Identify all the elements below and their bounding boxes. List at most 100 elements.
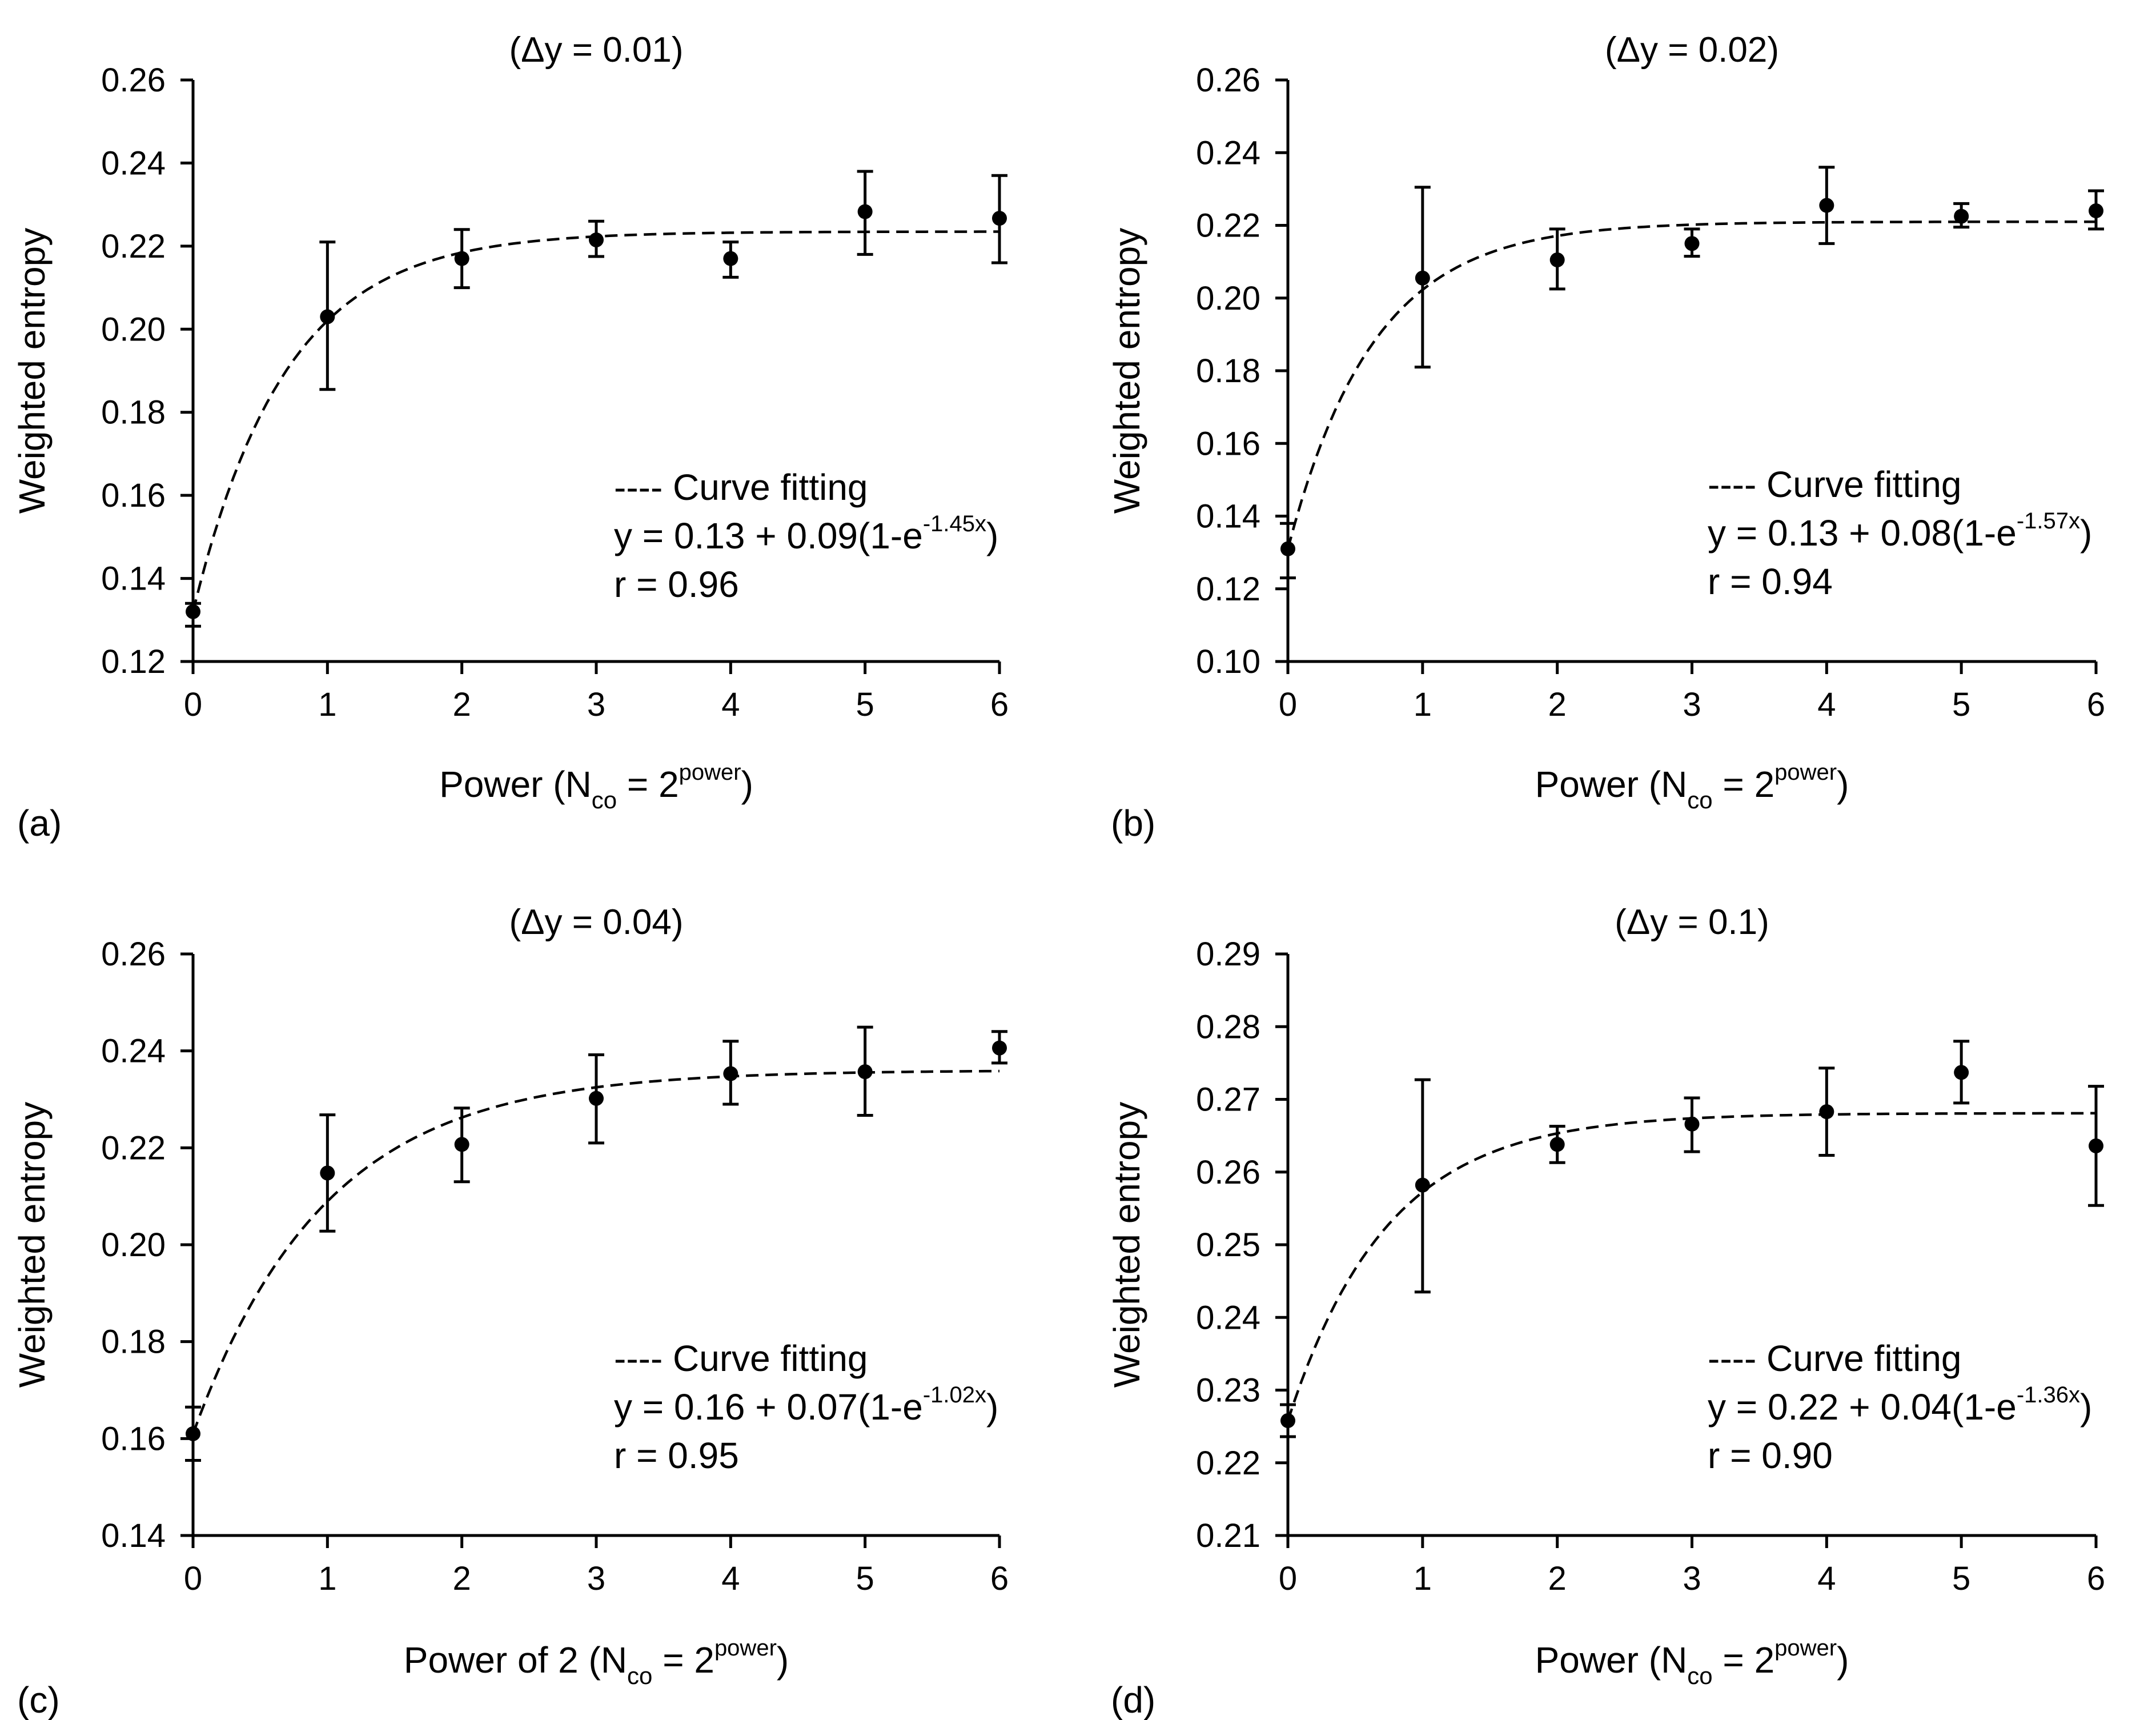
chart-panel-c: 0.14 0.16 0.18 0.20 0.22 0.24 0.26 0 1 2 3 4 5 6 (Δy =… [11, 903, 1009, 1720]
data-point [1415, 270, 1430, 286]
data-point [320, 309, 335, 324]
y-tick-label: 0.24 [101, 145, 166, 182]
x-axis-label: Power of 2 (Nco = 2power) [404, 1635, 789, 1689]
x-axis-label-subscript: co [627, 1662, 652, 1689]
panel-label: (d) [1111, 1679, 1155, 1720]
panel-label: (c) [17, 1679, 60, 1720]
y-axis-label: Weighted entropy [1106, 1102, 1147, 1388]
y-tick-label: 0.20 [101, 311, 166, 348]
x-tick-label: 0 [1279, 686, 1297, 723]
data-point [992, 1040, 1007, 1056]
x-axis-label-main: Power of 2 (N [404, 1639, 627, 1681]
data-point [1819, 1104, 1834, 1120]
legend-curve-fitting: ---- Curve fitting [1708, 464, 1962, 505]
x-axis-label-main: Power (N [439, 764, 592, 805]
y-tick-label: 0.12 [101, 643, 166, 680]
x-axis-label-superscript: power [1774, 1635, 1837, 1661]
data-point [186, 1426, 200, 1441]
x-axis-label-mid: = 2 [617, 764, 679, 805]
x-axis-label: Power (Nco = 2power) [1535, 1635, 1849, 1689]
y-tick-label: 0.10 [1196, 643, 1260, 680]
y-tick-label: 0.24 [101, 1033, 166, 1070]
x-tick-label: 2 [1548, 1560, 1567, 1597]
x-tick-label: 3 [1683, 686, 1701, 723]
chart-title: (Δy = 0.1) [1615, 903, 1769, 942]
data-point [1280, 541, 1295, 556]
y-tick-label: 0.16 [1196, 425, 1260, 462]
y-tick-label: 0.24 [1196, 1299, 1260, 1336]
y-tick-label: 0.21 [1196, 1517, 1260, 1554]
y-axis-label: Weighted entropy [11, 228, 53, 514]
y-tick-label: 0.20 [101, 1226, 166, 1264]
legend-curve-fitting: ---- Curve fitting [1708, 1338, 1962, 1379]
data-point [1684, 236, 1700, 251]
fit-equation: y = 0.13 + 0.08(1-e-1.57x) [1708, 508, 2092, 554]
x-tick-label: 0 [184, 1560, 202, 1597]
y-tick-label: 0.26 [1196, 1154, 1260, 1191]
fit-equation-exponent: -1.57x [2017, 508, 2080, 534]
fit-curve [1286, 1112, 2096, 1421]
fit-equation-exponent: -1.36x [2017, 1382, 2080, 1408]
x-axis-label-subscript: co [592, 787, 617, 813]
data-point [1549, 1137, 1565, 1152]
fit-equation: y = 0.13 + 0.09(1-e-1.45x) [614, 511, 998, 556]
fit-curve [1286, 220, 2096, 550]
y-tick-label: 0.22 [101, 1129, 166, 1166]
x-tick-label: 0 [184, 686, 202, 723]
y-axis-label: Weighted entropy [11, 1102, 53, 1388]
x-tick-label: 0 [1279, 1560, 1297, 1597]
y-tick-label: 0.27 [1196, 1081, 1260, 1118]
data-point [1954, 1065, 1969, 1080]
x-axis-label-mid: = 2 [652, 1639, 714, 1681]
x-tick-label: 2 [453, 686, 471, 723]
fit-equation-close: ) [986, 515, 998, 556]
x-axis-label: Power (Nco = 2power) [439, 760, 753, 813]
y-axis-label: Weighted entropy [1106, 228, 1147, 514]
chart-title: (Δy = 0.02) [1605, 30, 1779, 70]
panel-label: (a) [17, 803, 62, 844]
x-axis-label-superscript: power [679, 760, 741, 785]
x-tick-label: 4 [721, 686, 740, 723]
x-tick-label: 5 [1952, 1560, 1970, 1597]
y-tick-label: 0.22 [1196, 207, 1260, 244]
data-point [857, 204, 873, 219]
fit-equation-close: ) [2080, 1386, 2092, 1428]
y-tick-label: 0.26 [101, 936, 166, 973]
x-axis-label-superscript: power [1774, 760, 1837, 785]
panel-label: (b) [1111, 803, 1155, 844]
fit-equation-close: ) [986, 1386, 998, 1428]
x-tick-label: 6 [990, 1560, 1009, 1597]
x-axis-label-close: ) [1837, 1639, 1849, 1681]
data-point [454, 1137, 469, 1152]
chart-panel-d: 0.21 0.22 0.23 0.24 0.25 0.26 0.27 0.28 0.29 0 1 2 3… [1106, 903, 2105, 1720]
y-tick-label: 0.16 [101, 477, 166, 514]
fit-correlation: r = 0.90 [1708, 1435, 1833, 1476]
x-tick-label: 1 [318, 686, 336, 723]
x-axis-label-mid: = 2 [1713, 764, 1775, 805]
y-tick-label: 0.14 [101, 1517, 166, 1554]
y-tick-label: 0.12 [1196, 571, 1260, 608]
y-tick-label: 0.22 [1196, 1445, 1260, 1482]
x-tick-label: 1 [1414, 1560, 1432, 1597]
fit-equation-main: y = 0.13 + 0.08(1-e [1708, 512, 2017, 554]
x-axis-label-subscript: co [1687, 1662, 1712, 1689]
data-point [723, 251, 738, 266]
y-tick-label: 0.14 [1196, 498, 1260, 535]
x-tick-label: 5 [856, 1560, 874, 1597]
x-tick-label: 3 [1683, 1560, 1701, 1597]
fit-equation-main: y = 0.22 + 0.04(1-e [1708, 1386, 2017, 1428]
fit-equation-exponent: -1.45x [923, 511, 986, 536]
x-tick-label: 2 [453, 1560, 471, 1597]
legend-curve-fitting: ---- Curve fitting [614, 1338, 868, 1379]
data-point [589, 1090, 604, 1106]
x-axis-label-mid: = 2 [1713, 1639, 1775, 1681]
chart-panel-a: 0.12 0.14 0.16 0.18 0.20 0.22 0.24 0.26 0 1 2 3 4 5 6 (… [11, 30, 1009, 844]
x-tick-label: 6 [2087, 686, 2105, 723]
data-point [723, 1066, 738, 1081]
data-point [1684, 1116, 1700, 1132]
x-tick-label: 3 [587, 1560, 605, 1597]
chart-panel-b: 0.10 0.12 0.14 0.16 0.18 0.20 0.22 0.24 0.26 0 1 2 3… [1106, 30, 2105, 844]
y-tick-label: 0.24 [1196, 134, 1260, 171]
data-point [1954, 209, 1969, 224]
